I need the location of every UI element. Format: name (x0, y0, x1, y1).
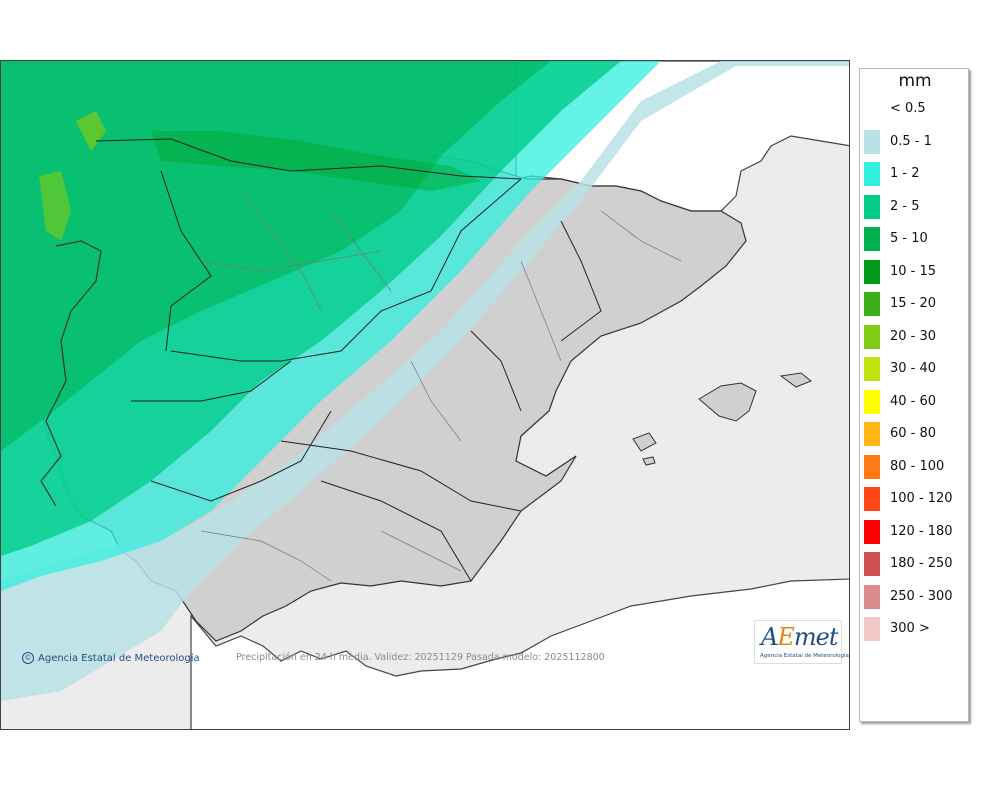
legend-swatch (864, 162, 880, 186)
legend-swatch (864, 454, 880, 479)
logo-subtitle: Agencia Estatal de Meteorología (760, 653, 849, 659)
legend-label: 100 - 120 (890, 491, 953, 506)
legend-swatch (864, 227, 880, 251)
map-canvas (1, 61, 849, 729)
legend-item: 30 - 40 (864, 357, 968, 381)
precip-5-10-north (151, 131, 481, 191)
aemet-logo: AEmet Agencia Estatal de Meteorología (754, 620, 849, 664)
legend-item: < 0.5 (864, 97, 968, 121)
legend-item: 5 - 10 (864, 227, 968, 251)
legend-swatch (864, 259, 880, 284)
legend-label: 120 - 180 (890, 523, 953, 539)
legend-label: < 0.5 (890, 101, 926, 116)
legend-swatch (864, 324, 880, 349)
copyright-text: Agencia Estatal de Meteorología (38, 653, 200, 664)
legend-item: 300 > (864, 617, 968, 641)
legend-swatch (864, 389, 880, 414)
legend-item: 80 - 100 (864, 454, 968, 479)
legend-label: 1 - 2 (890, 166, 920, 181)
legend-label: 2 - 5 (890, 198, 920, 214)
ibiza (632, 432, 657, 452)
legend-item: 1 - 2 (864, 162, 968, 186)
africa-land (190, 578, 849, 729)
logo-wordmark: AEmet (761, 623, 839, 651)
legend-item: 20 - 30 (864, 324, 968, 349)
portugal-border (40, 240, 102, 507)
region-borders (95, 138, 602, 582)
legend-item: 100 - 120 (864, 487, 968, 511)
legend-swatch (864, 552, 880, 576)
legend-swatch (864, 129, 880, 154)
legend-label: 300 > (890, 621, 930, 636)
legend-label: 20 - 30 (890, 328, 937, 344)
legend-label: 15 - 20 (890, 296, 937, 311)
precip-5-10 (1, 61, 551, 451)
menorca (779, 372, 812, 388)
legend-label: 30 - 40 (890, 361, 937, 376)
legend-swatch (864, 487, 880, 511)
logo-met: met (793, 623, 839, 651)
legend-swatch (864, 617, 880, 641)
legend-swatch (864, 194, 880, 219)
legend-item: 10 - 15 (864, 259, 968, 284)
legend-swatch (864, 519, 880, 544)
legend-label: 250 - 300 (890, 588, 953, 604)
legend-swatch (864, 292, 880, 316)
precipitation-map (0, 60, 850, 730)
legend-label: 80 - 100 (890, 458, 945, 474)
legend-item: 250 - 300 (864, 584, 968, 609)
legend-label: 0.5 - 1 (890, 133, 932, 149)
logo-a: A (761, 623, 778, 651)
precip-0-5-1 (1, 61, 849, 701)
copyright-notice: © Agencia Estatal de Meteorología (22, 652, 200, 664)
legend: mm < 0.5 0.5 - 1 1 - 2 2 - 5 5 - 10 10 - 15 15… (859, 68, 969, 722)
legend-label: 10 - 15 (890, 263, 937, 279)
legend-item: 15 - 20 (864, 292, 968, 316)
map-footer: Precipitación en 24 h media. Validez: 20… (236, 652, 605, 663)
legend-item: 2 - 5 (864, 194, 968, 219)
copyright-icon: © (22, 652, 34, 664)
legend-item: 40 - 60 (864, 389, 968, 414)
precip-20-30-west (39, 171, 71, 241)
legend-swatch (864, 422, 880, 446)
legend-label: 180 - 250 (890, 556, 953, 571)
mallorca (698, 382, 757, 422)
legend-item: 120 - 180 (864, 519, 968, 544)
province-borders (200, 190, 682, 582)
legend-label: 60 - 80 (890, 426, 937, 441)
legend-label: 40 - 60 (890, 393, 937, 409)
legend-item: 180 - 250 (864, 552, 968, 576)
legend-label: 5 - 10 (890, 231, 928, 246)
legend-unit: mm (898, 71, 932, 91)
legend-item: 0.5 - 1 (864, 129, 968, 154)
logo-e: E (777, 623, 795, 651)
formentera (642, 456, 656, 466)
legend-swatch (864, 357, 880, 381)
legend-item: 60 - 80 (864, 422, 968, 446)
legend-swatch (864, 584, 880, 609)
